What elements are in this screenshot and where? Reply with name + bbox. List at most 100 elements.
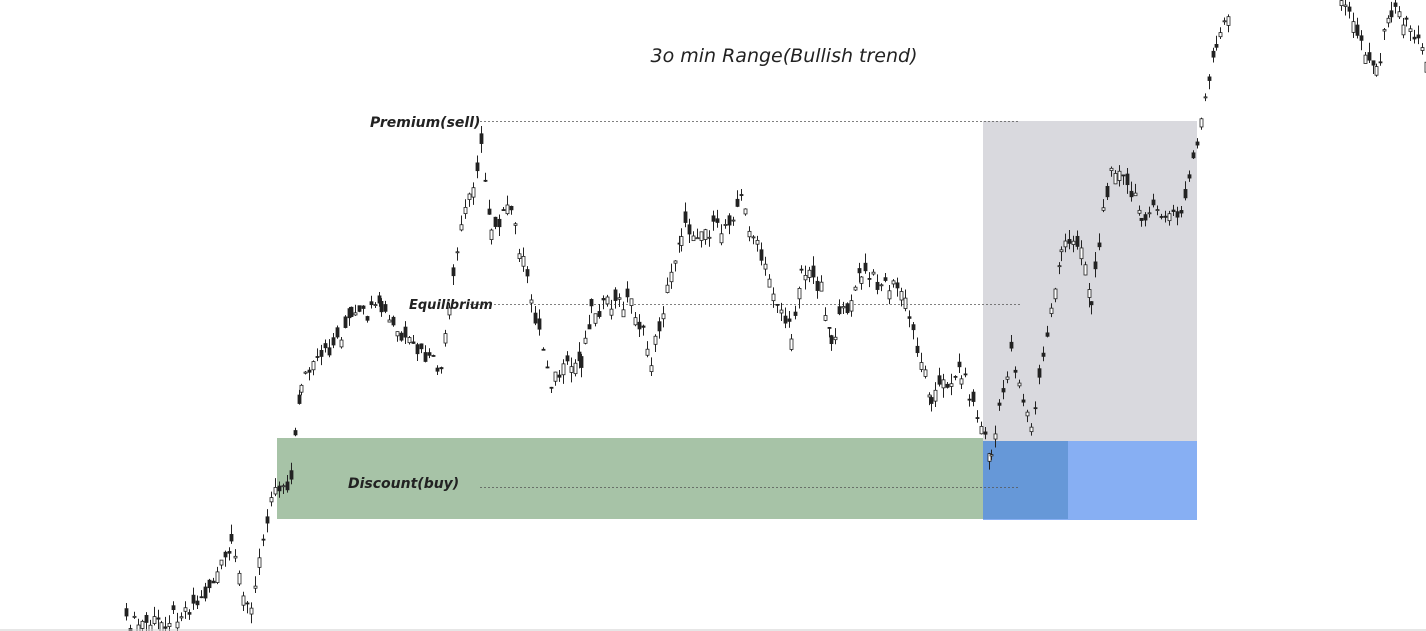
candle-part: [1222, 20, 1227, 23]
candle-part: [711, 215, 716, 222]
candle-part: [1343, 4, 1348, 7]
candle-part: [1378, 61, 1383, 64]
candle-part: [521, 256, 526, 267]
candle-part: [715, 218, 720, 223]
candle-part: [253, 585, 258, 589]
candle-part: [373, 304, 378, 306]
candle-part: [695, 237, 700, 240]
candle-part: [1097, 242, 1102, 248]
candle-part: [1053, 288, 1058, 300]
candle-part: [679, 236, 684, 246]
candle-part: [673, 260, 678, 264]
candle-part: [743, 208, 748, 215]
candle-part: [1401, 24, 1406, 36]
candle-part: [735, 198, 740, 207]
candle-part: [431, 355, 436, 357]
candle-part: [1386, 17, 1391, 24]
candle-part: [435, 367, 440, 372]
candle-part: [1147, 212, 1152, 215]
candle-part: [537, 318, 542, 330]
candle-part: [997, 402, 1002, 406]
candle-part: [687, 224, 692, 235]
candle-part: [683, 211, 688, 223]
candle-part: [529, 299, 534, 304]
candle-part: [751, 236, 756, 239]
candle-part: [339, 339, 344, 348]
candle-part: [633, 317, 638, 326]
candle-part: [579, 356, 584, 368]
candle-part: [867, 278, 872, 280]
candle-part: [293, 430, 298, 436]
candle-part: [349, 306, 354, 317]
candle-part: [1397, 11, 1402, 18]
candle-part: [471, 187, 476, 198]
candle-part: [573, 362, 578, 375]
candle-part: [187, 612, 192, 615]
candle-part: [819, 281, 824, 292]
candle-part: [707, 236, 712, 239]
candle-part: [179, 616, 184, 619]
candle-part: [365, 316, 370, 321]
candle-part: [1029, 426, 1034, 433]
candle-part: [517, 253, 522, 259]
candle-part: [411, 341, 416, 344]
candle-part: [649, 365, 654, 373]
candle-part: [565, 355, 570, 362]
candle-part: [140, 620, 145, 629]
candle-part: [399, 332, 404, 341]
candle-part: [1087, 289, 1092, 298]
candle-part: [281, 485, 286, 488]
candle-part: [967, 398, 972, 401]
candle-part: [483, 179, 488, 182]
candle-part: [1171, 209, 1176, 212]
candle-part: [395, 331, 400, 337]
candle-part: [703, 229, 708, 240]
candle-part: [455, 251, 460, 254]
candle-part: [1167, 213, 1172, 222]
candle-part: [152, 616, 157, 624]
candle-part: [1382, 29, 1387, 32]
candle-part: [533, 312, 538, 324]
candle-part: [657, 321, 662, 332]
candle-part: [1207, 76, 1212, 81]
candle-part: [837, 306, 842, 315]
candle-part: [983, 431, 988, 435]
candle-part: [443, 333, 448, 344]
candle-part: [1139, 217, 1144, 221]
candle-part: [1049, 307, 1054, 314]
candle-part: [1001, 388, 1006, 393]
candle-part: [923, 369, 928, 377]
candle-part: [553, 371, 558, 382]
discount-zone: [277, 438, 1068, 519]
candle-part: [833, 336, 838, 341]
candle-part: [307, 369, 312, 373]
candle-part: [691, 235, 696, 242]
candle-part: [887, 290, 892, 300]
candle-part: [589, 299, 594, 307]
candle-part: [545, 366, 550, 369]
candle-part: [277, 485, 282, 492]
candle-part: [583, 337, 588, 344]
candle-part: [1105, 186, 1110, 198]
candle-part: [879, 284, 884, 287]
candle-part: [1009, 341, 1014, 349]
candle-part: [771, 293, 776, 302]
candle-part: [303, 371, 308, 374]
candle-part: [489, 229, 494, 240]
candle-part: [167, 622, 172, 627]
candle-part: [419, 343, 424, 350]
candle-part: [403, 326, 408, 338]
candle-part: [1408, 28, 1413, 32]
candle-part: [285, 481, 290, 491]
candle-part: [203, 586, 208, 599]
candle-part: [335, 327, 340, 338]
candle-part: [803, 275, 808, 281]
candle-part: [811, 265, 816, 278]
candle-part: [617, 297, 622, 300]
candle-part: [1033, 407, 1038, 410]
candle-part: [1416, 34, 1421, 39]
candle-part: [241, 595, 246, 606]
candle-part: [1339, 0, 1344, 7]
candle-part: [227, 551, 232, 554]
